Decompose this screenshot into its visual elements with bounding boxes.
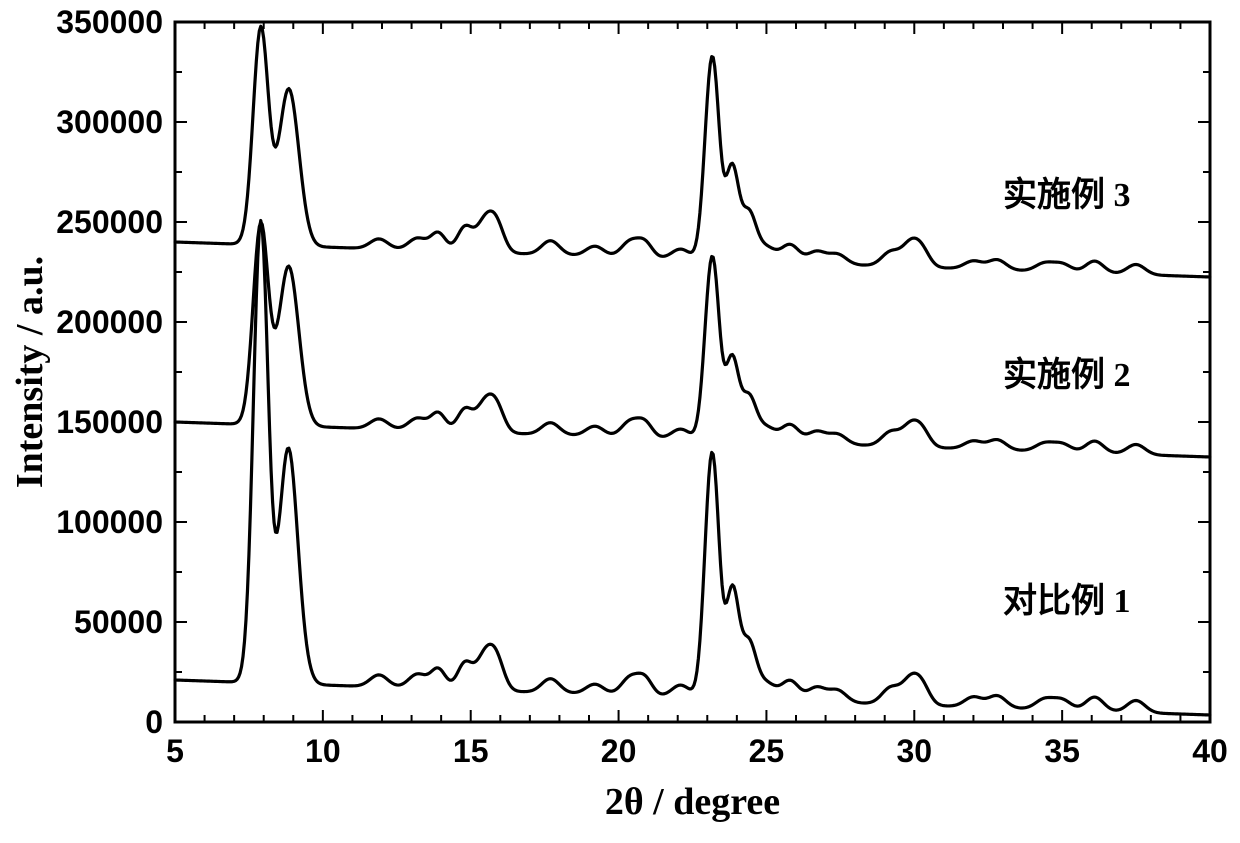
x-tick-label: 15 <box>453 733 489 769</box>
y-tick-label: 100000 <box>56 504 163 540</box>
x-tick-label: 30 <box>896 733 932 769</box>
y-tick-label: 50000 <box>74 604 163 640</box>
y-tick-label: 350000 <box>56 4 163 40</box>
y-tick-label: 150000 <box>56 404 163 440</box>
x-tick-label: 35 <box>1044 733 1080 769</box>
x-axis-label: 2θ / degree <box>605 781 780 823</box>
y-tick-label: 0 <box>145 704 163 740</box>
series-line-0 <box>175 221 1210 715</box>
x-tick-label: 10 <box>305 733 341 769</box>
x-tick-label: 5 <box>166 733 184 769</box>
x-tick-label: 20 <box>601 733 637 769</box>
chart-svg: 5 10 15 20 25 30 35 40 0 50000 100000 150000 200000 2… <box>0 0 1240 843</box>
xrd-chart: 5 10 15 20 25 30 35 40 0 50000 100000 150000 200000 2… <box>0 0 1240 843</box>
series-line-2 <box>175 26 1210 277</box>
series-line-1 <box>175 222 1210 457</box>
series-label-2: 实施例 3 <box>1003 176 1131 214</box>
x-tick-label: 25 <box>749 733 785 769</box>
y-tick-label: 300000 <box>56 104 163 140</box>
series-label-1: 实施例 2 <box>1003 356 1131 394</box>
series-label-0: 对比例 1 <box>1003 582 1131 620</box>
y-tick-label: 250000 <box>56 204 163 240</box>
y-axis-label: Intensity / a.u. <box>9 256 51 488</box>
y-tick-label: 200000 <box>56 304 163 340</box>
x-tick-label: 40 <box>1192 733 1228 769</box>
